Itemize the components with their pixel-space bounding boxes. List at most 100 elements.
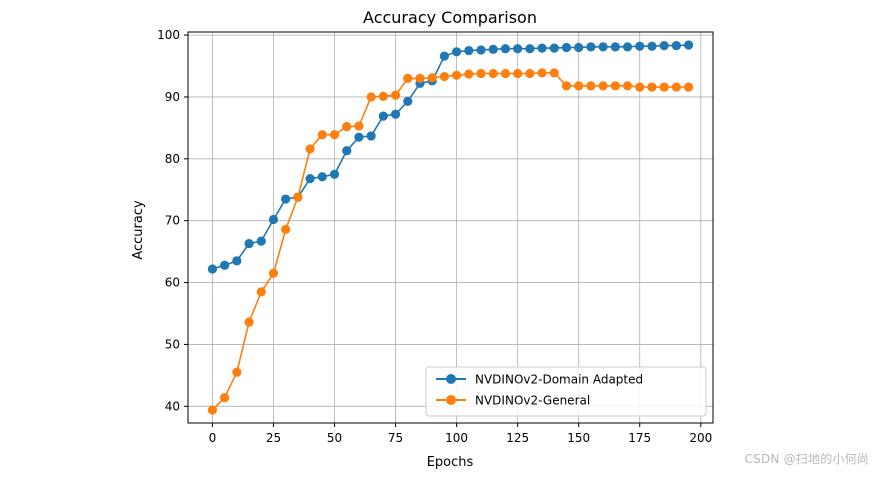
data-point — [586, 42, 596, 52]
data-point — [268, 214, 279, 225]
data-point — [268, 268, 279, 278]
x-tick-label: 175 — [628, 431, 651, 445]
y-tick-label: 50 — [165, 337, 180, 351]
data-point — [549, 43, 559, 53]
data-point — [452, 70, 462, 80]
y-axis-label: Accuracy — [131, 200, 146, 260]
data-point — [366, 131, 376, 141]
data-point — [598, 81, 608, 91]
data-point — [207, 405, 218, 415]
data-point — [244, 238, 254, 249]
data-point — [220, 260, 230, 270]
data-point — [232, 367, 242, 377]
y-tick-label: 90 — [165, 90, 180, 104]
data-point — [452, 47, 462, 57]
data-point — [622, 42, 633, 52]
data-point — [342, 122, 352, 132]
y-tick-label: 80 — [165, 152, 180, 166]
legend-swatch-marker — [446, 395, 456, 405]
data-point — [586, 81, 596, 91]
data-point — [317, 172, 327, 182]
data-point — [488, 68, 498, 79]
x-tick-label: 200 — [689, 431, 712, 445]
data-point — [366, 92, 376, 102]
y-tick-label: 100 — [157, 28, 180, 42]
data-point — [403, 73, 413, 84]
data-point — [561, 81, 572, 91]
data-point — [549, 68, 559, 78]
data-point — [610, 42, 620, 52]
data-point — [647, 41, 657, 51]
series-domain-adapted — [207, 40, 694, 274]
data-point — [329, 169, 340, 179]
data-point — [293, 192, 303, 202]
data-point — [525, 44, 535, 54]
y-tick-label: 40 — [165, 399, 180, 413]
data-point — [464, 69, 474, 79]
legend-label: NVDINOv2-General — [475, 394, 590, 408]
data-point — [635, 41, 645, 51]
data-point — [537, 43, 547, 53]
x-axis-label: Epochs — [427, 455, 474, 470]
plot-frame — [187, 31, 714, 424]
watermark: CSDN @扫地的小何尚 — [744, 452, 869, 466]
data-point — [659, 41, 669, 51]
data-point — [476, 45, 486, 55]
data-point — [317, 130, 327, 140]
x-tick-label: 100 — [445, 431, 468, 445]
data-point — [305, 144, 315, 154]
data-point — [598, 42, 608, 52]
series-line — [211, 72, 689, 411]
data-point — [671, 82, 681, 92]
data-point — [220, 393, 230, 403]
data-point — [513, 44, 523, 54]
legend: NVDINOv2-Domain Adapted NVDINOv2-General — [425, 366, 707, 417]
data-point — [207, 264, 218, 274]
data-point — [439, 51, 449, 61]
data-point — [476, 68, 486, 79]
y-tick-label: 60 — [165, 276, 180, 290]
data-point — [342, 146, 352, 156]
data-point — [500, 68, 511, 79]
legend-entry-domain-adapted: NVDINOv2-Domain Adapted — [436, 373, 643, 387]
data-point — [378, 91, 388, 101]
series-group — [207, 40, 694, 415]
x-tick-label: 75 — [388, 431, 403, 445]
data-point — [671, 41, 681, 51]
y-tick-label: 70 — [165, 214, 180, 228]
data-point — [390, 90, 401, 100]
chart-title: Accuracy Comparison — [363, 8, 537, 27]
data-point — [635, 82, 645, 92]
legend-box — [425, 366, 707, 417]
data-point — [513, 68, 523, 79]
x-tick-label: 25 — [266, 431, 281, 445]
axes: 0 25 50 75 100 125 150 175 200 40 50 60 70 80 90 100 — [157, 28, 714, 445]
data-point — [659, 82, 669, 92]
data-point — [561, 42, 572, 53]
data-point — [403, 96, 413, 106]
series-line — [212, 44, 689, 270]
data-point — [281, 224, 291, 234]
data-point — [329, 130, 340, 140]
data-point — [354, 132, 364, 142]
data-point — [415, 73, 425, 84]
data-point — [305, 174, 315, 184]
data-point — [525, 68, 535, 79]
x-tick-label: 150 — [567, 431, 590, 445]
data-point — [683, 40, 694, 50]
data-point — [354, 121, 364, 131]
data-point — [610, 81, 620, 91]
x-tick-label: 125 — [506, 431, 529, 445]
data-point — [683, 82, 694, 92]
data-point — [256, 287, 266, 297]
data-point — [574, 81, 584, 91]
data-point — [256, 236, 266, 246]
legend-entry-general: NVDINOv2-General — [436, 394, 590, 408]
data-point — [427, 73, 437, 83]
data-point — [647, 82, 657, 92]
data-point — [232, 256, 242, 266]
data-point — [281, 194, 291, 204]
data-point — [244, 317, 254, 327]
data-point — [390, 109, 401, 119]
